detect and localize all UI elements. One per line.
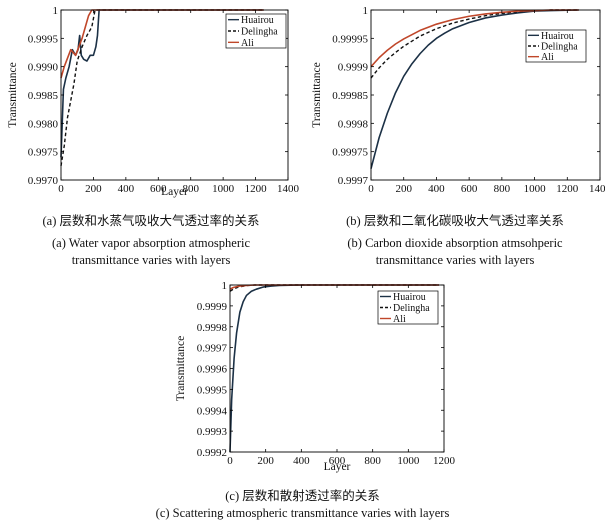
legend-label-huairou: Huairou: [241, 15, 274, 26]
caption-a-en-line1: (a) Water vapor absorption atmospheric: [52, 236, 250, 250]
x-tick-label: 0: [368, 183, 374, 195]
x-tick-label: 600: [329, 455, 346, 467]
chart-b: 0 200 400 600 800 1000 1200 1400 0.9997 0.99975 0.…: [311, 5, 605, 195]
y-axis-label: Transmittance: [311, 62, 323, 127]
x-tick-label: 400: [118, 183, 135, 195]
y-tick-label: 0.99975: [332, 147, 368, 159]
x-tick-label: 1200: [245, 183, 268, 195]
legend-label-ali: Ali: [393, 314, 406, 325]
y-tick-label: 0.9980: [28, 118, 59, 130]
y-tick-label: 0.9990: [28, 62, 59, 74]
x-tick-label: 200: [257, 455, 274, 467]
x-tick-label: 600: [461, 183, 478, 195]
y-tick-label: 0.9996: [197, 364, 228, 376]
y-tick-label: 1: [53, 5, 59, 17]
x-axis-label: Layer: [324, 461, 351, 473]
y-tick-label: 0.9998: [197, 322, 228, 334]
caption-a-en-line2: transmittance varies with layers: [71, 253, 231, 267]
x-tick-label: 800: [364, 455, 381, 467]
y-tick-label: 0.9995: [28, 33, 59, 45]
x-tick-label: 1400: [277, 183, 300, 195]
x-tick-label: 0: [58, 183, 64, 195]
y-tick-label: 0.9970: [28, 175, 59, 187]
legend-label-delingha: Delingha: [541, 42, 578, 53]
caption-b-en-line1: (b) Carbon dioxide absorption atmsohperi…: [347, 236, 563, 250]
y-tick-label: 0.99995: [332, 33, 368, 45]
y-tick-label: 0.9998: [338, 118, 369, 130]
x-tick-label: 600: [150, 183, 167, 195]
chart-c: 0 200 400 600 800 1000 1200 0.9992 0.9993 0.9994 0…: [175, 280, 456, 473]
y-tick-label: 0.9997: [197, 343, 228, 355]
caption-c-cn: (c) 层数和散射透过率的关系: [225, 489, 380, 503]
x-tick-label: 1000: [397, 455, 420, 467]
x-tick-label: 400: [293, 455, 310, 467]
legend-label-huairou: Huairou: [393, 292, 426, 303]
y-tick-label: 0.9995: [197, 384, 228, 396]
y-tick-label: 0.9985: [28, 90, 59, 102]
x-tick-label: 800: [494, 183, 511, 195]
y-axis-label: Transmittance: [175, 336, 187, 401]
y-tick-label: 0.9993: [197, 426, 228, 438]
y-tick-label: 1: [363, 5, 369, 17]
x-tick-label: 0: [227, 455, 233, 467]
x-tick-label: 200: [85, 183, 102, 195]
caption-c-en: (c) Scattering atmospheric transmittance…: [155, 506, 450, 520]
x-tick-label: 200: [395, 183, 412, 195]
legend-label-delingha: Delingha: [393, 303, 430, 314]
legend-label-ali: Ali: [541, 52, 554, 63]
series-line-huairou: [60, 9, 264, 158]
chart-a: 0 200 400 600 800 1000 1200 1400 0.9970 0.9975 0.9…: [7, 5, 300, 198]
legend-label-huairou: Huairou: [541, 31, 574, 42]
y-tick-label: 0.9999: [197, 301, 228, 313]
x-tick-label: 1200: [556, 183, 579, 195]
x-tick-label: 1000: [212, 183, 235, 195]
caption-b-en-line2: transmittance varies with layers: [375, 253, 535, 267]
y-tick-label: 0.9994: [197, 405, 228, 417]
x-tick-label: 1200: [433, 455, 456, 467]
caption-b-cn: (b) 层数和二氧化碳吸收大气透过率关系: [346, 214, 564, 228]
x-tick-label: 1000: [524, 183, 547, 195]
y-tick-label: 0.9992: [197, 447, 227, 459]
caption-a-cn: (a) 层数和水蒸气吸收大气透过率的关系: [42, 214, 260, 228]
y-tick-label: 1: [222, 280, 228, 292]
y-tick-label: 0.99985: [332, 90, 368, 102]
x-axis-label: Layer: [161, 186, 188, 198]
y-tick-label: 0.9975: [28, 147, 59, 159]
y-tick-label: 0.9997: [338, 175, 369, 187]
series-line-ali: [60, 9, 264, 79]
series-line-ali: [370, 9, 579, 68]
legend-label-delingha: Delingha: [241, 27, 278, 38]
series-line-huairou: [370, 9, 579, 169]
y-axis-label: Transmittance: [7, 62, 19, 127]
series-line-delingha: [60, 9, 264, 166]
x-tick-label: 800: [182, 183, 199, 195]
legend-label-ali: Ali: [241, 38, 254, 49]
y-tick-label: 0.9999: [338, 62, 369, 74]
x-tick-label: 400: [428, 183, 445, 195]
x-tick-label: 1400: [589, 183, 605, 195]
